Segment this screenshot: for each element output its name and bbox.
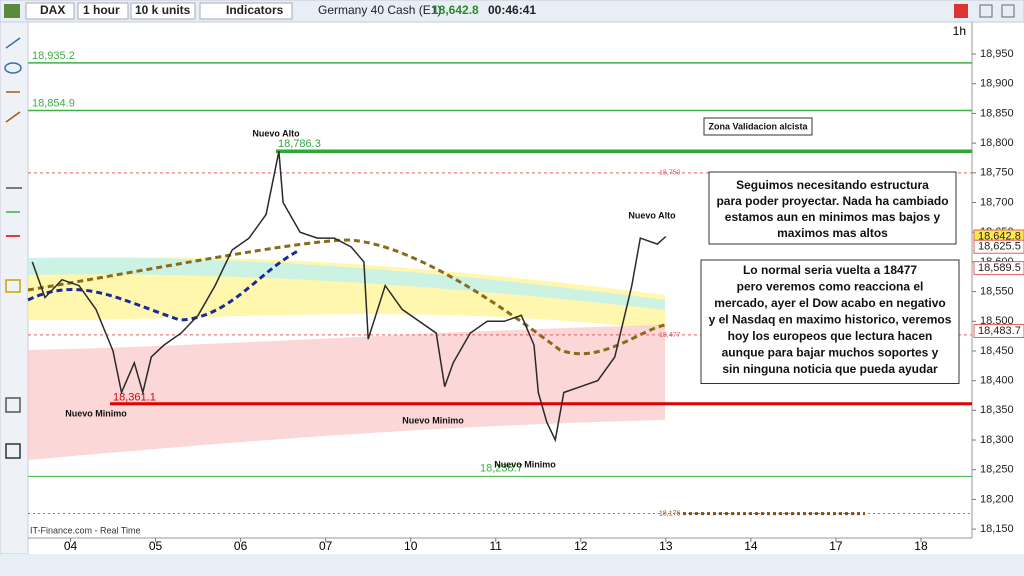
level-label: 18,238.7 bbox=[480, 462, 523, 474]
annotation: Nuevo Minimo bbox=[494, 459, 556, 469]
tool-icons bbox=[4, 37, 22, 459]
last-price: 18,642.8 bbox=[432, 3, 479, 17]
tool-ellipse[interactable] bbox=[4, 62, 22, 74]
note-box bbox=[700, 259, 960, 384]
period: 1h bbox=[953, 24, 966, 38]
x-tick-label: 18 bbox=[914, 539, 928, 553]
x-tick-label: 14 bbox=[744, 539, 758, 553]
band-red bbox=[28, 325, 665, 460]
indicators[interactable]: Indicators bbox=[226, 3, 284, 17]
y-tick-label: 18,950 bbox=[980, 48, 1014, 60]
x-tick-label: 12 bbox=[574, 539, 588, 553]
price-line bbox=[31, 151, 667, 443]
y-tick-label: 18,550 bbox=[980, 285, 1014, 297]
chart-icon[interactable] bbox=[4, 4, 20, 18]
moving-average-brown bbox=[27, 238, 666, 356]
clock: 00:46:41 bbox=[488, 3, 536, 17]
x-tick-label: 04 bbox=[64, 539, 78, 553]
units-select[interactable] bbox=[130, 2, 196, 20]
band-cyan bbox=[28, 257, 665, 310]
status-bar bbox=[0, 554, 1024, 576]
note-line: para poder proyectar. Nada ha cambiado bbox=[716, 194, 948, 208]
price-tag bbox=[973, 323, 1024, 338]
drawing-tools bbox=[0, 21, 29, 555]
x-tick-label: 17 bbox=[829, 539, 843, 553]
annotation-box bbox=[703, 117, 813, 136]
note-line: mercado, ayer el Dow acabo en negativo bbox=[714, 296, 945, 310]
annotation: Zona Validacion alcista bbox=[708, 121, 808, 131]
tool-text[interactable] bbox=[5, 443, 21, 459]
y-tick-label: 18,800 bbox=[980, 137, 1014, 149]
x-tick-label: 07 bbox=[319, 539, 333, 553]
level-label: 18,750 bbox=[659, 170, 681, 177]
price-tag-label: 18,625.5 bbox=[978, 241, 1021, 253]
tool-fib[interactable] bbox=[5, 279, 21, 293]
close-button[interactable] bbox=[1001, 4, 1015, 18]
y-tick-label: 18,150 bbox=[980, 523, 1014, 535]
x-tick-label: 06 bbox=[234, 539, 248, 553]
tool-ruler[interactable] bbox=[5, 397, 21, 413]
level-label: 18,176 bbox=[659, 510, 681, 517]
y-tick-label: 18,200 bbox=[980, 493, 1014, 505]
timeframe[interactable]: 1 hour bbox=[83, 3, 120, 17]
instrument: Germany 40 Cash (E1) bbox=[318, 3, 441, 17]
x-tick-label: 05 bbox=[149, 539, 163, 553]
y-tick-label: 18,900 bbox=[980, 78, 1014, 90]
annotation: Nuevo Alto bbox=[628, 210, 676, 220]
window-icon[interactable] bbox=[954, 4, 968, 18]
level-label: 18,361.1 bbox=[113, 392, 156, 404]
band-yellow bbox=[28, 257, 665, 330]
chart: 1h IT-Finance.com - Real Time 18,150 18,200… bbox=[28, 24, 1024, 553]
level-label: 18,854.9 bbox=[32, 97, 75, 109]
level-label: 18,786.3 bbox=[278, 138, 321, 150]
symbol-select[interactable] bbox=[25, 2, 75, 20]
price-tag-label: 18,642.8 bbox=[978, 230, 1021, 242]
price-tag bbox=[973, 261, 1024, 276]
y-tick-label: 18,700 bbox=[980, 196, 1014, 208]
source: IT-Finance.com - Real Time bbox=[30, 525, 141, 535]
y-tick-label: 18,350 bbox=[980, 404, 1014, 416]
note-line: hoy los europeos que lectura hacen bbox=[728, 329, 933, 343]
note-line: y el Nasdaq en maximo historico, veremos bbox=[709, 313, 952, 327]
note-line: pero veremos como reacciona el bbox=[737, 280, 924, 294]
tool-line[interactable] bbox=[5, 37, 21, 49]
note-line: maximos mas altos bbox=[777, 226, 888, 240]
timeframe-select[interactable] bbox=[77, 2, 129, 20]
note-line: estamos aun en minimos mas bajos y bbox=[725, 210, 941, 224]
note-line: aunque para bajar muchos soportes y bbox=[722, 346, 939, 360]
y-tick-label: 18,400 bbox=[980, 375, 1014, 387]
y-tick-label: 18,250 bbox=[980, 464, 1014, 476]
restore-button[interactable] bbox=[979, 4, 993, 18]
level-label: 18,477 bbox=[659, 332, 681, 339]
note-box bbox=[708, 171, 957, 245]
note-line: sin ninguna noticia que pueda ayudar bbox=[722, 362, 938, 376]
x-tick-label: 11 bbox=[490, 539, 503, 553]
x-tick-label: 10 bbox=[404, 539, 418, 553]
y-tick-label: 18,450 bbox=[980, 345, 1014, 357]
note-line: Lo normal seria vuelta a 18477 bbox=[743, 263, 917, 277]
annotation: Nuevo Minimo bbox=[402, 415, 464, 425]
price-tag bbox=[973, 239, 1024, 254]
price-tag-label: 18,589.5 bbox=[978, 262, 1021, 274]
indicators-button[interactable] bbox=[199, 2, 293, 20]
annotation: Nuevo Alto bbox=[252, 128, 300, 138]
y-tick-label: 18,850 bbox=[980, 107, 1014, 119]
units[interactable]: 10 k units bbox=[135, 3, 191, 17]
price-tag-label: 18,483.7 bbox=[978, 325, 1021, 337]
note-line: Seguimos necesitando estructura bbox=[736, 178, 929, 192]
annotation: Nuevo Minimo bbox=[65, 408, 127, 418]
y-tick-label: 18,300 bbox=[980, 434, 1014, 446]
tool-ray[interactable] bbox=[5, 111, 21, 123]
level-label: 18,935.2 bbox=[32, 50, 75, 62]
y-tick-label: 18,750 bbox=[980, 167, 1014, 179]
symbol[interactable]: DAX bbox=[40, 3, 65, 17]
x-tick-label: 13 bbox=[659, 539, 673, 553]
